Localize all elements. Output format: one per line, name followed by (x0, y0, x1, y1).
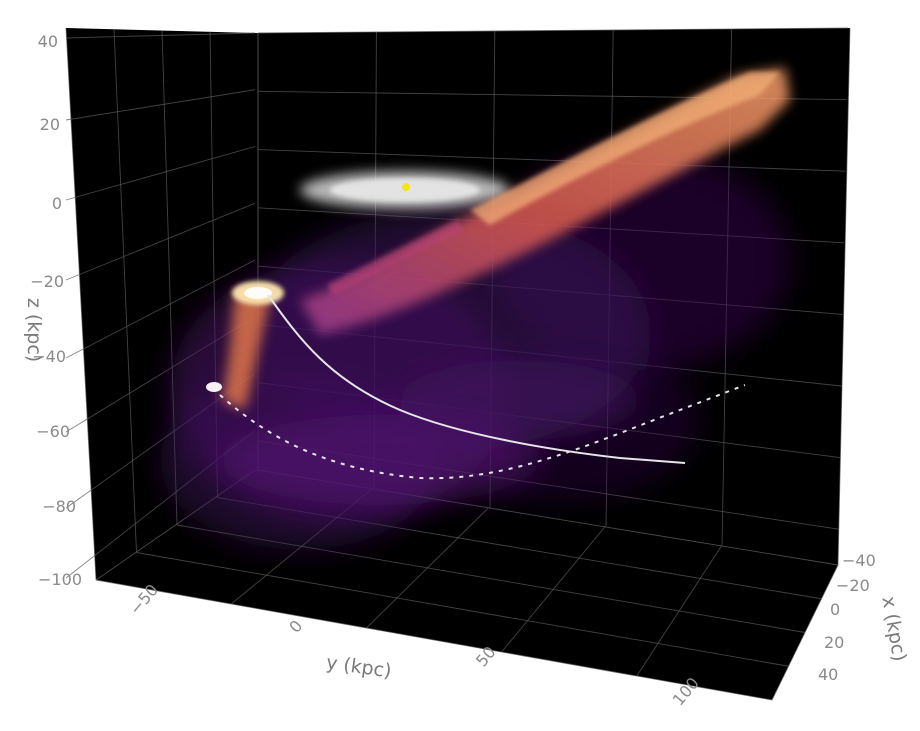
z-tick-label: 20 (40, 115, 60, 134)
grid-line-x-floor (95, 579, 773, 701)
x-tick-label: 20 (824, 633, 844, 652)
z-tick-label: −20 (30, 272, 64, 291)
x-tick-label: −40 (842, 551, 876, 570)
grid-line-z-back (257, 149, 846, 172)
z-tick-label: −40 (32, 347, 66, 366)
trailing-stream (220, 360, 640, 505)
data-layers (160, 68, 790, 550)
z-axis-title: z (kpc) (23, 298, 45, 362)
grid-line-x-left (65, 27, 97, 581)
x-tick-label: 0 (830, 600, 840, 619)
grid-line-y-floor (366, 507, 489, 629)
z-axis-ticks: 40 20 0 −20 −40 −60 −80 −100 (30, 32, 82, 589)
z-tick-label: −80 (42, 497, 76, 516)
grid-line-z-left (65, 259, 256, 359)
grid-line-z-left (65, 32, 256, 39)
grid-line-y-floor (501, 526, 606, 653)
x-tick-label: 40 (818, 665, 838, 684)
grid-line-z-left (65, 89, 256, 121)
grid-line-z-left (65, 146, 256, 201)
grid-line-y-floor (771, 564, 839, 701)
z-tick-label: −60 (36, 422, 70, 441)
z-tick-label: −100 (38, 570, 82, 589)
leading-stream (300, 68, 790, 335)
grid-line-y-back (837, 27, 851, 566)
y-tick-label: 0 (285, 616, 306, 636)
x-tick-label: −20 (836, 576, 870, 595)
y-axis-title: y (kpc) (325, 652, 393, 683)
x-axis-ticks: −40 −20 0 20 40 (818, 551, 876, 684)
grid-line-y-floor (636, 545, 722, 677)
x-axis-title: x (kpc) (877, 595, 910, 663)
grid-line-z-left (65, 202, 256, 281)
sun-marker (402, 183, 410, 191)
grid-line-x-floor (136, 552, 789, 667)
grid-line-z-back (257, 27, 849, 34)
grid-line-x-left (113, 29, 137, 553)
z-tick-label: 0 (52, 194, 62, 213)
orbit-solid-line (267, 294, 686, 464)
z-tick-label: 40 (38, 32, 58, 51)
